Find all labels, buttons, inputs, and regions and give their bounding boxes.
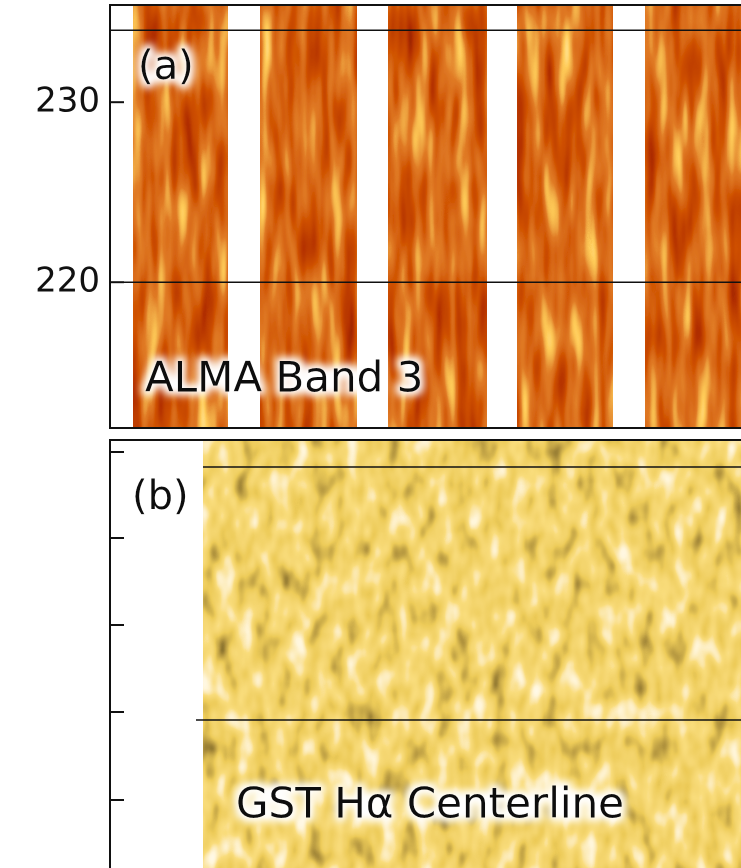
- y-tick-label: 220: [35, 261, 100, 301]
- halpha-map: [203, 440, 741, 868]
- panel-label: (a): [138, 43, 194, 89]
- y-tick-label: 230: [35, 81, 100, 121]
- panel-label: (b): [132, 473, 189, 519]
- data-gap: [487, 5, 517, 428]
- panel-annotation: ALMA Band 3: [145, 353, 423, 402]
- data-gap: [357, 5, 388, 428]
- panel-b-ticks: [110, 451, 124, 801]
- data-gap: [228, 5, 260, 428]
- panel-b-frame: [109, 439, 741, 868]
- panel-a-frame: [109, 4, 741, 429]
- panel-annotation: GST Hα Centerline: [236, 779, 624, 828]
- panel-b-image: [196, 440, 741, 868]
- panel-a-image: [133, 5, 741, 428]
- data-gap: [613, 5, 645, 428]
